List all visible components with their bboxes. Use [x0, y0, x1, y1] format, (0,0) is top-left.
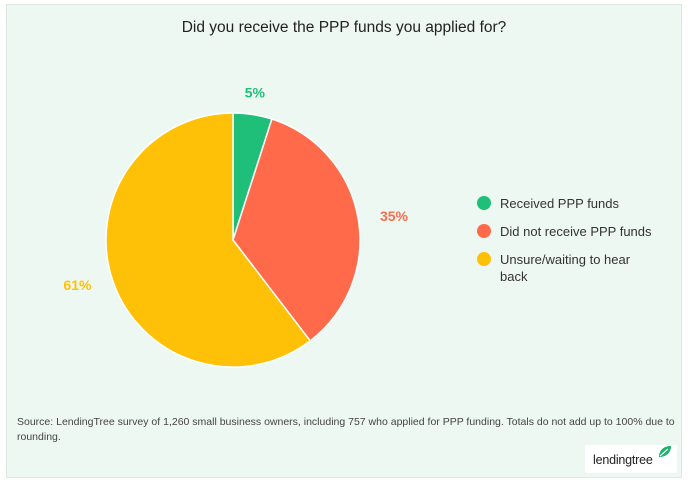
lendingtree-logo: lendingtree	[585, 445, 677, 473]
logo-text: lendingtree	[593, 453, 653, 467]
legend-item-unsure: Unsure/waiting to hear back	[477, 251, 677, 285]
pie-label-2: 35%	[380, 208, 409, 224]
legend-dot-unsure	[477, 252, 491, 266]
legend-dot-received	[477, 196, 491, 210]
source-note: Source: LendingTree survey of 1,260 smal…	[17, 416, 675, 443]
pie-chart: 5% 35% 61%	[63, 85, 409, 368]
pie-slice-2	[232, 118, 361, 342]
legend-item-received: Received PPP funds	[477, 195, 677, 212]
pie-label-1: 5%	[245, 85, 266, 101]
pie-slice-3	[105, 112, 312, 368]
legend-label-did-not-receive: Did not receive PPP funds	[500, 224, 652, 239]
leaf-icon	[659, 446, 671, 457]
legend-dot-did-not-receive	[477, 224, 491, 238]
chart-card: Did you receive the PPP funds you applie…	[6, 4, 682, 478]
legend-item-did-not-receive: Did not receive PPP funds	[477, 223, 677, 240]
legend-label-unsure: Unsure/waiting to hear back	[500, 252, 631, 284]
pie-label-3: 61%	[63, 277, 92, 293]
chart-title: Did you receive the PPP funds you applie…	[181, 19, 507, 36]
chart-legend: Received PPP funds Did not receive PPP f…	[477, 195, 677, 296]
legend-label-received: Received PPP funds	[500, 196, 619, 211]
